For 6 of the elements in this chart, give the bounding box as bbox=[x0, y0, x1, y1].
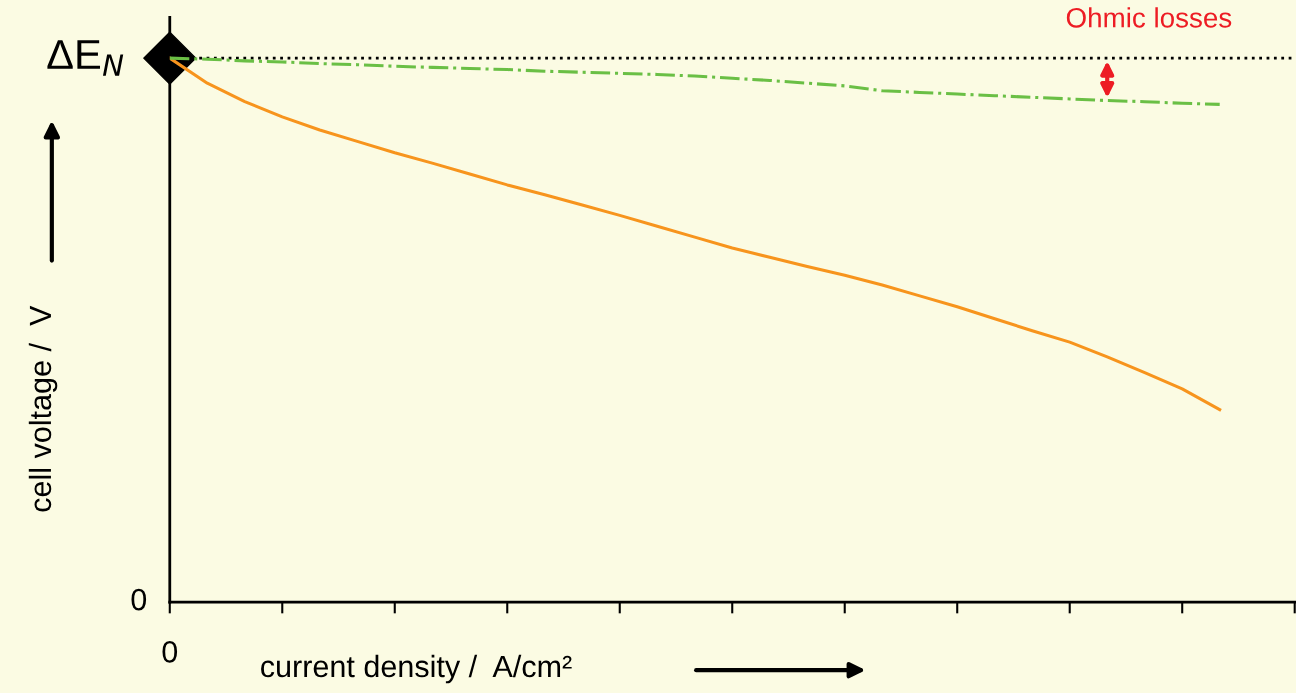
text: Ohmic losses bbox=[1066, 7, 1232, 28]
text: 0 bbox=[131, 588, 147, 611]
x-axis-title: current density / A/cm² bbox=[261, 654, 572, 684]
text: ΔE$_{N}$ bbox=[47, 40, 124, 76]
text: 0 bbox=[162, 641, 178, 663]
y-axis-title: cell voltage / V bbox=[28, 305, 58, 512]
